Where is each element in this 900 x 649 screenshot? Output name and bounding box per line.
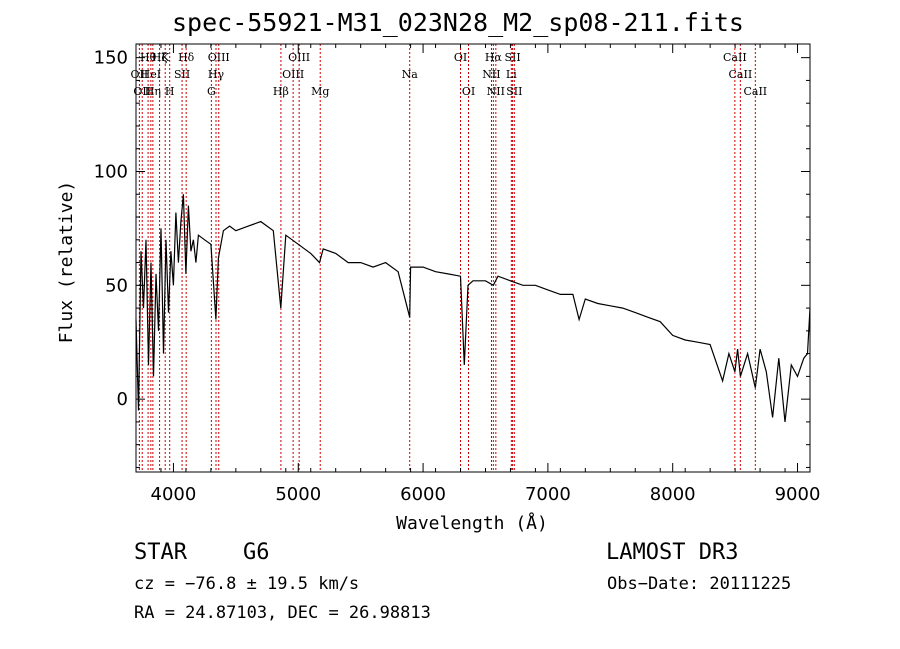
spectrum-line xyxy=(135,194,811,422)
line-label: Hα xyxy=(485,51,503,64)
line-label: Hζ xyxy=(152,51,168,64)
line-label: SII xyxy=(506,85,522,98)
line-label: OII xyxy=(133,85,151,98)
line-label: NII xyxy=(482,68,500,81)
x-tick-label: 7000 xyxy=(525,484,571,505)
y-tick-label: 150 xyxy=(94,48,128,69)
spectrum-series xyxy=(135,194,811,422)
line-label: Li xyxy=(506,68,517,81)
line-label: Hβ xyxy=(273,85,289,98)
marker-lines xyxy=(138,44,756,472)
y-axis-label: Flux (relative) xyxy=(56,181,77,344)
x-tick-label: 8000 xyxy=(650,484,696,505)
x-tick-label: 4000 xyxy=(151,484,197,505)
line-label: K xyxy=(161,51,170,64)
line-label: Na xyxy=(402,68,419,81)
x-tick-label: 5000 xyxy=(275,484,321,505)
line-labels: OII OII Hθ HeI Hη HζK H SII Hδ G Hγ OIII Hβ OIII OIII M… xyxy=(131,51,768,98)
y-axis: 0 50 100 150 xyxy=(94,48,810,468)
x-axis: 4000 5000 6000 7000 8000 9000 xyxy=(135,44,821,505)
x-tick-label: 6000 xyxy=(400,484,446,505)
line-label: HeI xyxy=(141,68,161,81)
object-subclass: G6 xyxy=(243,540,270,565)
line-label: Hη xyxy=(145,85,161,98)
line-label: NII xyxy=(487,85,505,98)
plot-frame xyxy=(135,43,811,473)
line-label: CaII xyxy=(729,68,753,81)
line-label: OIII xyxy=(282,68,304,81)
line-label: CaII xyxy=(723,51,747,64)
line-label: OIII xyxy=(288,51,310,64)
obs-date: Obs−Date: 20111225 xyxy=(607,574,792,594)
line-label: Mg xyxy=(311,85,329,98)
line-label: G xyxy=(207,85,216,98)
line-label: OIII xyxy=(208,51,230,64)
line-label: SII xyxy=(174,68,190,81)
line-label: CaII xyxy=(743,85,767,98)
line-label: OII xyxy=(131,68,149,81)
x-tick-label: 9000 xyxy=(775,484,821,505)
line-label: Hγ xyxy=(208,68,225,81)
y-tick-label: 100 xyxy=(94,161,128,182)
line-label: SII xyxy=(504,51,520,64)
y-tick-label: 0 xyxy=(117,389,128,410)
coordinates: RA = 24.87103, DEC = 26.98813 xyxy=(134,603,431,623)
line-label: OI xyxy=(462,85,475,98)
y-tick-label: 50 xyxy=(105,275,128,296)
line-label: H xyxy=(165,85,175,98)
line-label: Hδ xyxy=(178,51,195,64)
line-label: Hθ xyxy=(140,51,157,64)
survey-name: LAMOST DR3 xyxy=(606,540,739,565)
redshift-text: cz = −76.8 ± 19.5 km/s xyxy=(134,574,360,594)
x-axis-label: Wavelength (Å) xyxy=(396,512,548,534)
chart-title: spec-55921-M31_023N28_M2_sp08-211.fits xyxy=(172,8,744,37)
line-label: OI xyxy=(454,51,467,64)
object-type: STAR xyxy=(134,540,187,565)
